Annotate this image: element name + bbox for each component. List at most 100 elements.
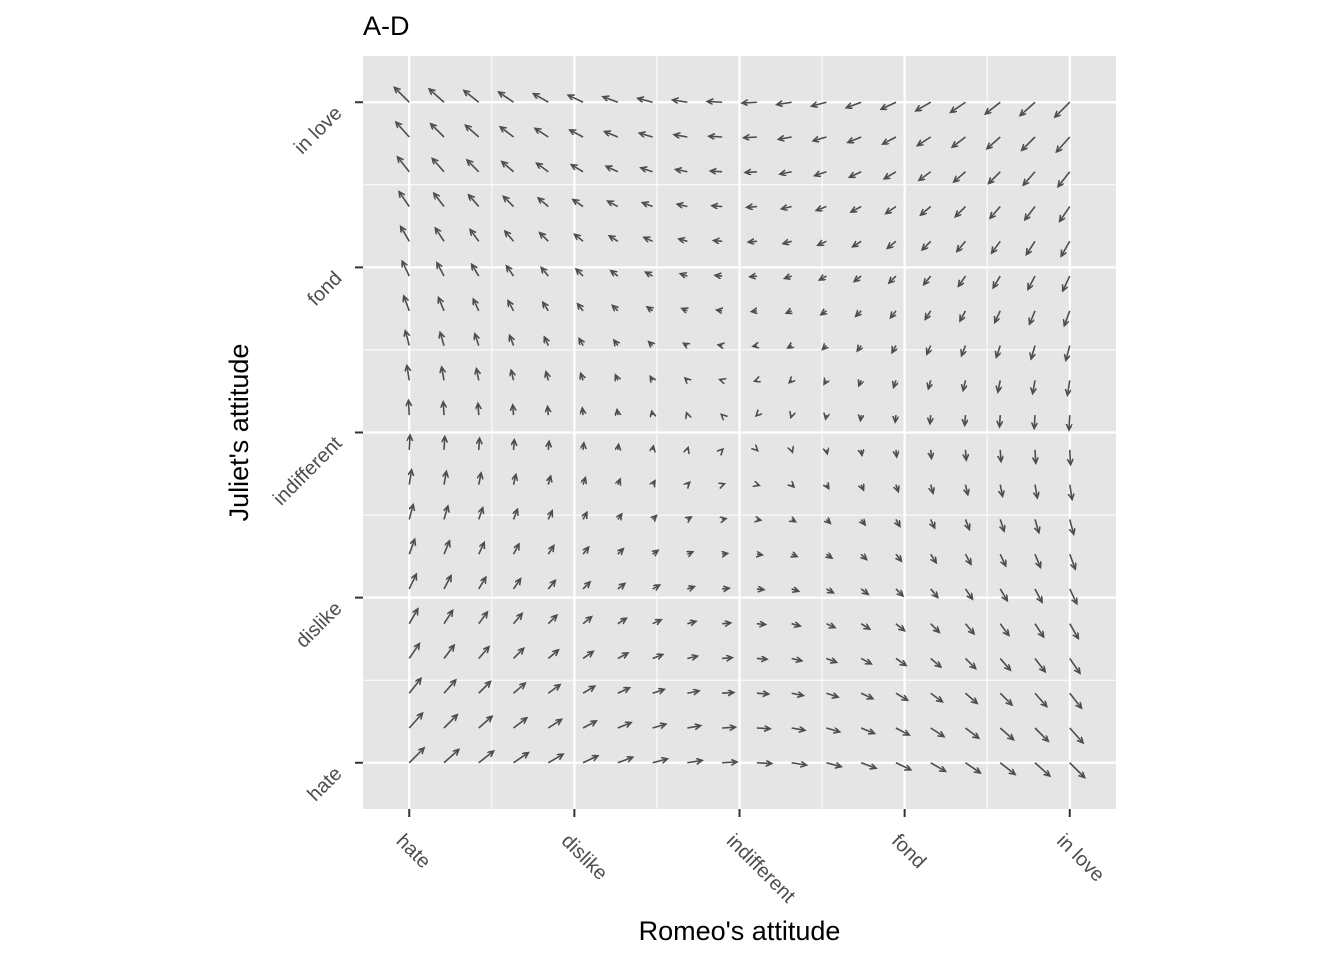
- vector-arrow: [644, 237, 653, 241]
- vector-arrow: [574, 234, 584, 242]
- vector-arrow: [778, 137, 792, 139]
- vector-arrow: [687, 482, 689, 484]
- vector-arrow: [467, 160, 480, 173]
- vector-arrow: [1070, 484, 1072, 500]
- vector-arrow: [1056, 136, 1071, 152]
- vector-arrow: [1070, 519, 1074, 534]
- vector-arrow: [1069, 623, 1079, 639]
- vector-arrow: [650, 376, 652, 380]
- vector-arrow: [674, 135, 688, 137]
- vector-arrow: [408, 713, 422, 729]
- vector-arrow: [687, 413, 688, 415]
- vector-arrow: [465, 125, 480, 138]
- vector-arrow: [851, 205, 862, 212]
- vector-arrow: [478, 577, 486, 590]
- vector-arrow: [999, 657, 1010, 670]
- vector-arrow: [478, 542, 484, 555]
- vector-arrow: [1060, 206, 1071, 222]
- vector-arrow: [931, 519, 935, 528]
- vector-arrow: [617, 757, 633, 764]
- vector-arrow: [785, 276, 792, 278]
- vector-arrow: [889, 275, 897, 283]
- vector-arrow: [502, 162, 515, 173]
- vector-arrow: [653, 446, 654, 450]
- vector-arrow: [540, 233, 549, 242]
- vector-arrow: [747, 207, 757, 208]
- vector-arrow: [683, 343, 687, 345]
- vector-arrow: [444, 437, 445, 450]
- vector-arrow: [652, 411, 653, 415]
- vector-arrow: [408, 748, 424, 764]
- vector-arrow: [618, 514, 622, 519]
- vector-arrow: [819, 276, 827, 280]
- vector-arrow: [409, 435, 410, 450]
- vector-arrow: [1066, 345, 1071, 361]
- vector-arrow: [925, 310, 932, 320]
- vector-arrow: [405, 331, 409, 346]
- vector-arrow: [928, 380, 930, 389]
- vector-arrow: [860, 762, 876, 768]
- vector-arrow: [919, 171, 932, 181]
- vector-arrow: [861, 485, 863, 490]
- vector-arrow: [715, 275, 723, 276]
- vector-arrow: [618, 549, 623, 554]
- vector-arrow: [826, 485, 828, 489]
- vector-arrow: [722, 588, 729, 589]
- x-tick-label: hate: [392, 830, 435, 873]
- vector-arrow: [514, 474, 516, 485]
- vector-arrow: [617, 410, 618, 415]
- vector-arrow: [443, 506, 448, 520]
- vector-arrow: [652, 655, 663, 659]
- vector-arrow: [538, 198, 549, 208]
- vector-arrow: [924, 275, 932, 285]
- vector-arrow: [398, 157, 410, 173]
- vector-arrow: [1028, 275, 1036, 289]
- vector-arrow: [603, 97, 619, 103]
- vector-arrow: [548, 441, 549, 450]
- vector-arrow: [930, 762, 946, 772]
- vector-arrow: [479, 438, 480, 450]
- vector-arrow: [964, 692, 977, 703]
- vector-arrow: [927, 345, 931, 355]
- vector-arrow: [679, 239, 688, 241]
- vector-arrow: [638, 98, 653, 104]
- vector-arrow: [685, 378, 687, 380]
- vector-arrow: [964, 657, 975, 668]
- vector-arrow: [860, 692, 873, 698]
- vector-arrow: [783, 241, 792, 243]
- vector-arrow: [1035, 484, 1037, 498]
- vector-arrow: [1069, 415, 1070, 430]
- vector-arrow: [931, 484, 933, 494]
- vector-arrow: [722, 692, 734, 693]
- vector-arrow: [826, 415, 827, 419]
- vector-arrow: [541, 267, 549, 277]
- vector-arrow: [722, 658, 732, 659]
- major-gridlines: [363, 56, 1116, 809]
- vector-arrow: [881, 101, 897, 109]
- vector-arrow: [722, 519, 726, 520]
- vector-arrow: [544, 337, 548, 346]
- vector-arrow: [951, 101, 966, 112]
- vector-arrow: [714, 241, 723, 242]
- vector-arrow: [742, 102, 757, 103]
- vector-arrow: [583, 478, 585, 485]
- vector-arrow: [605, 132, 619, 138]
- vector-arrow: [478, 682, 491, 694]
- vector-arrow: [791, 589, 799, 591]
- vector-arrow: [856, 311, 861, 316]
- vector-arrow: [582, 756, 598, 764]
- vector-arrow: [687, 726, 700, 728]
- vector-arrow: [857, 346, 861, 351]
- vector-arrow: [512, 579, 521, 590]
- vector-arrow: [917, 136, 932, 146]
- vector-arrow: [859, 380, 861, 385]
- vector-arrow: [985, 101, 1001, 114]
- vector-arrow: [582, 582, 590, 590]
- vector-arrow: [860, 657, 871, 663]
- vector-arrow: [473, 299, 480, 312]
- vector-arrow: [511, 370, 513, 381]
- vector-arrow: [409, 470, 411, 485]
- vector-arrow: [568, 95, 584, 103]
- vector-arrow: [756, 624, 766, 625]
